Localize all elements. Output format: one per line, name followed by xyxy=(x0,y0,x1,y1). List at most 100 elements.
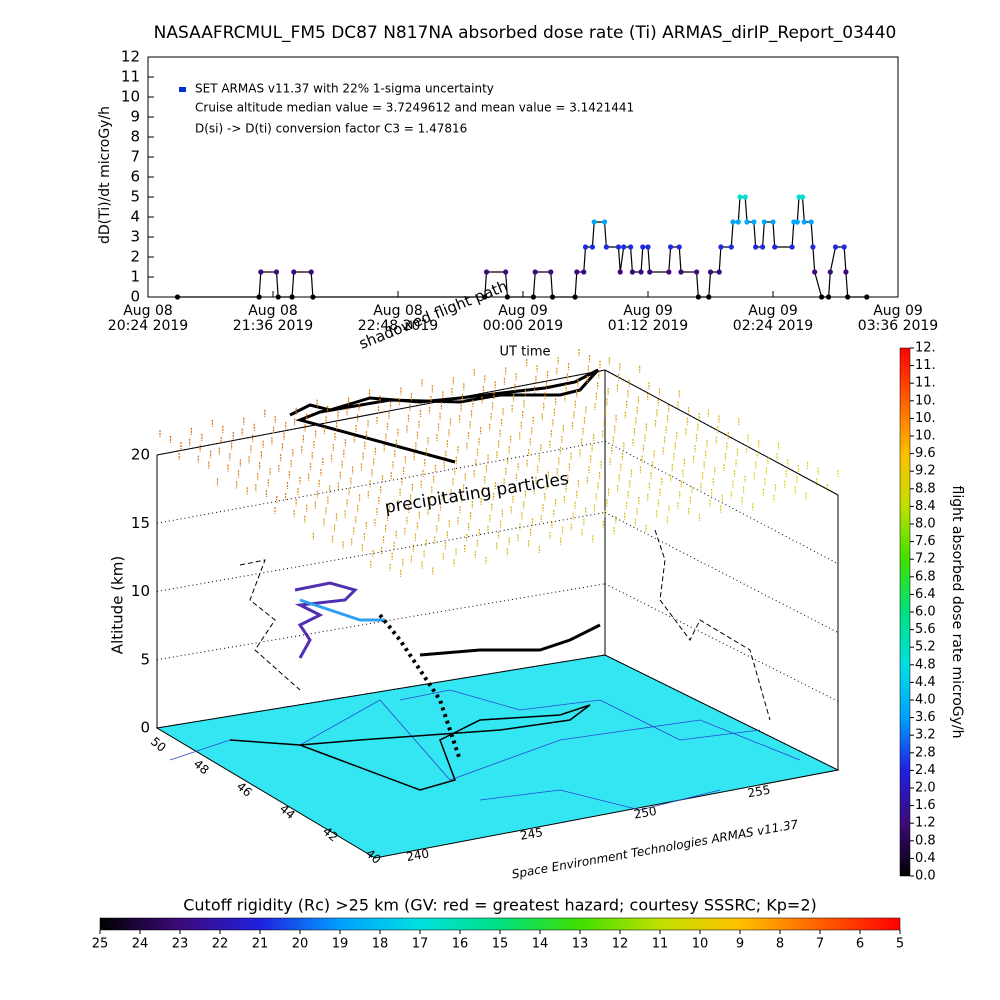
data-point xyxy=(694,269,700,275)
data-point xyxy=(864,294,870,300)
data-point xyxy=(615,244,622,250)
data-point xyxy=(819,294,825,300)
credit: Space Environment Technologies ARMAS v11… xyxy=(511,817,800,881)
data-point xyxy=(730,219,736,225)
z-tick-label: 10 xyxy=(131,582,150,600)
data-point xyxy=(761,219,767,225)
data-point xyxy=(789,244,795,250)
legend-marker xyxy=(179,87,186,92)
colorbar-tick-label: 2.4 xyxy=(915,763,936,778)
colorbar-tick-label: 6.0 xyxy=(915,605,936,620)
colorbar-tick-label: 25 xyxy=(92,937,109,952)
data-point xyxy=(256,294,262,300)
colorbar-label: Cutoff rigidity (Rc) >25 km (GV: red = g… xyxy=(183,896,817,915)
colorbar-tick-label: 0.0 xyxy=(915,869,936,884)
data-point xyxy=(275,294,281,300)
colorbar-tick-label: 4.0 xyxy=(915,693,936,708)
lon-tick-label: 255 xyxy=(746,783,771,801)
colorbar-tick-label: 22 xyxy=(212,937,229,952)
colorbar-tick-label: 17 xyxy=(412,937,429,952)
colorbar-tick-label: 6.8 xyxy=(915,569,936,584)
colorbar-label: flight absorbed dose rate microGy/h xyxy=(949,486,965,739)
data-point xyxy=(549,294,556,300)
z-tick-label: 0 xyxy=(140,719,150,737)
grid-line xyxy=(604,512,839,633)
x-tick-label: Aug 09 03:36 2019 xyxy=(857,303,939,334)
data-point xyxy=(617,269,623,275)
data-point xyxy=(716,269,722,275)
data-point xyxy=(753,244,759,250)
lon-tick-label: 250 xyxy=(633,804,658,822)
data-point xyxy=(742,194,748,200)
data-point xyxy=(812,269,818,275)
data-point xyxy=(574,269,580,275)
data-point xyxy=(629,269,635,275)
colorbar-tick-label: 23 xyxy=(172,937,189,952)
data-point xyxy=(532,269,538,275)
floor-contour xyxy=(479,789,721,811)
grid-line xyxy=(604,654,839,771)
annotation: D(si) -> D(ti) conversion factor C3 = 1.… xyxy=(195,122,467,136)
lon-tick-label: 245 xyxy=(519,825,544,843)
flight-descent xyxy=(378,613,462,761)
data-point xyxy=(503,269,509,275)
y-tick-label: 3 xyxy=(130,228,140,246)
colorbar-tick-label: 11. xyxy=(915,358,936,373)
data-point xyxy=(825,294,832,300)
colorbar-tick-label: 11 xyxy=(652,937,669,952)
colorbar-tick-label: 3.2 xyxy=(915,728,936,743)
y-tick-label: 1 xyxy=(130,268,140,286)
colorbar-tick-label: 5 xyxy=(896,937,904,952)
data-point xyxy=(591,219,597,225)
data-point xyxy=(845,294,851,300)
data-point xyxy=(735,219,741,225)
flight-projection xyxy=(654,529,771,721)
y-tick-label: 2 xyxy=(130,248,140,266)
data-point xyxy=(751,219,757,225)
flight-path xyxy=(289,368,600,464)
colorbar-tick-label: 7 xyxy=(816,937,824,952)
data-point xyxy=(827,269,833,275)
data-point xyxy=(832,244,839,250)
colorbar-tick-label: 12. xyxy=(915,341,936,356)
colorbar-tick-label: 6.4 xyxy=(915,587,936,602)
data-point xyxy=(810,244,816,250)
colorbar-tick-label: 8.8 xyxy=(915,481,936,496)
flight-shadow xyxy=(229,704,591,791)
data-point xyxy=(794,219,800,225)
annotation: Cruise altitude median value = 3.7249612… xyxy=(195,101,634,115)
data-point xyxy=(621,244,627,250)
z-tick-label: 5 xyxy=(140,650,150,668)
colorbar-tick-label: 8 xyxy=(776,937,784,952)
data-point xyxy=(572,294,578,300)
colorbar-tick-label: 10. xyxy=(915,411,936,426)
data-point xyxy=(799,194,806,200)
data-point xyxy=(645,244,651,250)
colorbar-vertical xyxy=(899,347,911,877)
data-point xyxy=(310,294,316,300)
y-tick-label: 4 xyxy=(130,208,140,226)
lon-tick-label: 240 xyxy=(405,846,430,864)
x-tick-label: Aug 08 21:36 2019 xyxy=(232,303,314,334)
colorbar-tick-label: 6 xyxy=(856,937,864,952)
colorbar-tick-label: 9.6 xyxy=(915,446,936,461)
data-point xyxy=(667,244,674,250)
x-tick-label: Aug 08 22:48 2019 xyxy=(357,303,439,334)
data-point xyxy=(843,269,849,275)
y-tick-label: 10 xyxy=(121,88,140,106)
data-point xyxy=(801,219,807,225)
colorbar-tick-label: 2.0 xyxy=(915,781,936,796)
data-point xyxy=(744,219,750,225)
data-point xyxy=(678,269,684,275)
colorbar-tick-label: 0.4 xyxy=(915,851,936,866)
data-point xyxy=(601,219,608,225)
x-tick-label: Aug 09 00:00 2019 xyxy=(482,303,564,334)
data-point xyxy=(841,244,847,250)
colorbar-tick-label: 10. xyxy=(915,393,936,408)
colorbar-tick-label: 15 xyxy=(492,937,509,952)
data-point xyxy=(582,244,589,250)
edge xyxy=(156,369,606,456)
colorbar-tick-label: 24 xyxy=(132,937,149,952)
colorbar-tick-label: 5.2 xyxy=(915,640,936,655)
